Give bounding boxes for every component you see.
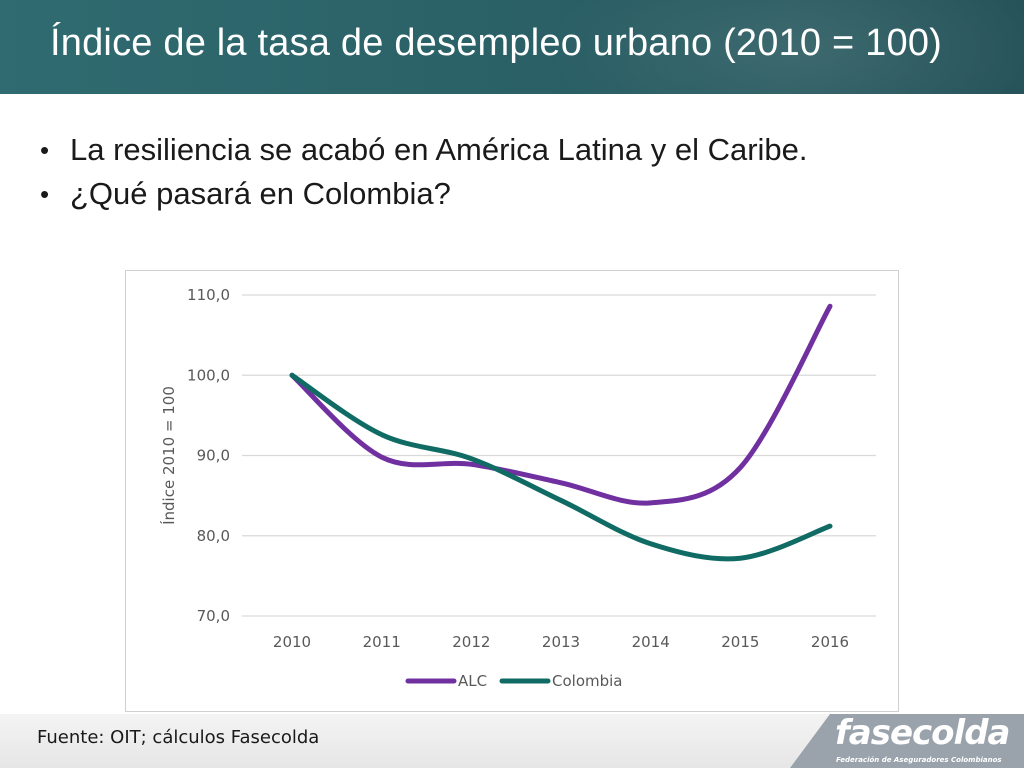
x-tick-label: 2010	[273, 633, 311, 651]
bullet-icon: •	[40, 179, 50, 209]
y-tick-label: 100,0	[187, 366, 230, 384]
line-chart: 70,0 80,0 90,0 100,0 110,0 2010 2011 2012 2013 20…	[159, 286, 876, 690]
logo-wordmark: fasecolda	[835, 713, 1010, 753]
x-tick-label: 2016	[811, 633, 849, 651]
slide-title: Índice de la tasa de desempleo urbano (2…	[50, 22, 943, 64]
y-tick-label: 70,0	[197, 607, 230, 625]
x-tick-label: 2015	[721, 633, 759, 651]
y-tick-label: 110,0	[187, 286, 230, 304]
bullet-list: • La resiliencia se acabó en América Lat…	[40, 128, 808, 216]
series-line-alc	[289, 303, 833, 506]
y-axis-label: Índice 2010 = 100	[159, 386, 178, 525]
logo-background	[790, 714, 1024, 768]
bullet-item: • La resiliencia se acabó en América Lat…	[40, 128, 808, 172]
legend-label-colombia: Colombia	[552, 672, 623, 690]
source-note: Fuente: OIT; cálculos Fasecolda	[37, 727, 320, 748]
series-line-colombia	[289, 372, 833, 562]
bullet-item: • ¿Qué pasará en Colombia?	[40, 172, 808, 216]
x-tick-label: 2012	[452, 633, 490, 651]
y-tick-label: 90,0	[197, 447, 230, 465]
bullet-icon: •	[40, 135, 50, 165]
chart-frame: 70,0 80,0 90,0 100,0 110,0 2010 2011 2012 2013 20…	[125, 270, 899, 712]
x-tick-label: 2013	[542, 633, 580, 651]
bullet-text: La resiliencia se acabó en América Latin…	[70, 132, 808, 167]
y-tick-label: 80,0	[197, 527, 230, 545]
title-bar: Índice de la tasa de desempleo urbano (2…	[0, 0, 1024, 94]
x-tick-label: 2011	[363, 633, 401, 651]
legend-label-alc: ALC	[458, 672, 487, 690]
logo-tagline: Federación de Aseguradores Colombianos	[836, 756, 1002, 764]
bullet-text: ¿Qué pasará en Colombia?	[70, 176, 451, 211]
x-tick-label: 2014	[632, 633, 670, 651]
